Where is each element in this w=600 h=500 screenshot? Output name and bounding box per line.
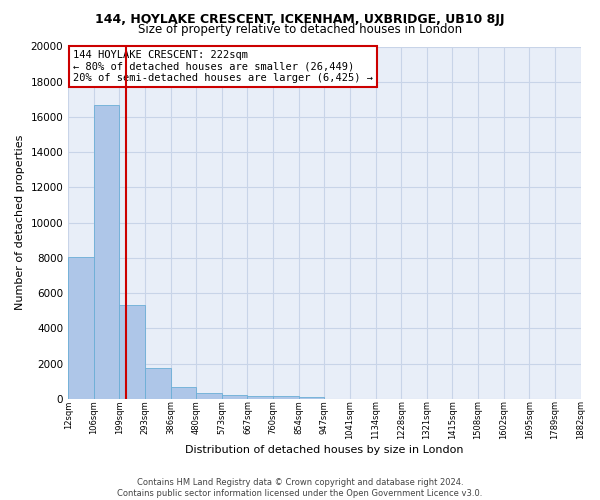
Bar <box>196 393 222 399</box>
Bar <box>222 395 247 399</box>
Y-axis label: Number of detached properties: Number of detached properties <box>15 135 25 310</box>
Bar <box>145 368 170 399</box>
Text: Size of property relative to detached houses in London: Size of property relative to detached ho… <box>138 22 462 36</box>
Bar <box>170 386 196 399</box>
Text: Contains HM Land Registry data © Crown copyright and database right 2024.
Contai: Contains HM Land Registry data © Crown c… <box>118 478 482 498</box>
X-axis label: Distribution of detached houses by size in London: Distribution of detached houses by size … <box>185 445 464 455</box>
Bar <box>273 396 299 399</box>
Bar <box>68 257 94 399</box>
Bar <box>119 304 145 399</box>
Text: 144, HOYLAKE CRESCENT, ICKENHAM, UXBRIDGE, UB10 8JJ: 144, HOYLAKE CRESCENT, ICKENHAM, UXBRIDG… <box>95 12 505 26</box>
Bar <box>299 397 325 399</box>
Bar <box>94 104 119 399</box>
Text: 144 HOYLAKE CRESCENT: 222sqm
← 80% of detached houses are smaller (26,449)
20% o: 144 HOYLAKE CRESCENT: 222sqm ← 80% of de… <box>73 50 373 83</box>
Bar <box>247 396 273 399</box>
